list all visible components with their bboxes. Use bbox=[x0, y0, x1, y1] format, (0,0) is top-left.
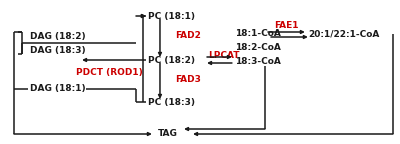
Text: DAG (18:1): DAG (18:1) bbox=[30, 85, 86, 93]
Text: PC (18:3): PC (18:3) bbox=[148, 97, 195, 107]
Text: FAD2: FAD2 bbox=[175, 31, 201, 39]
Text: PC (18:1): PC (18:1) bbox=[148, 12, 195, 20]
Text: LPCAT: LPCAT bbox=[208, 52, 240, 60]
Text: FAD3: FAD3 bbox=[175, 74, 201, 84]
Text: 18:3-CoA: 18:3-CoA bbox=[235, 57, 281, 67]
Text: TAG: TAG bbox=[158, 129, 178, 139]
Text: 18:1-CoA: 18:1-CoA bbox=[235, 30, 281, 38]
Text: 20:1/22:1-CoA: 20:1/22:1-CoA bbox=[308, 30, 379, 38]
Text: FAE1: FAE1 bbox=[274, 21, 298, 31]
Text: DAG (18:2): DAG (18:2) bbox=[30, 32, 86, 40]
Text: DAG (18:3): DAG (18:3) bbox=[30, 46, 86, 54]
Text: 18:2-CoA: 18:2-CoA bbox=[235, 43, 281, 53]
Text: PDCT (ROD1): PDCT (ROD1) bbox=[76, 68, 143, 76]
Text: PC (18:2): PC (18:2) bbox=[148, 55, 195, 65]
